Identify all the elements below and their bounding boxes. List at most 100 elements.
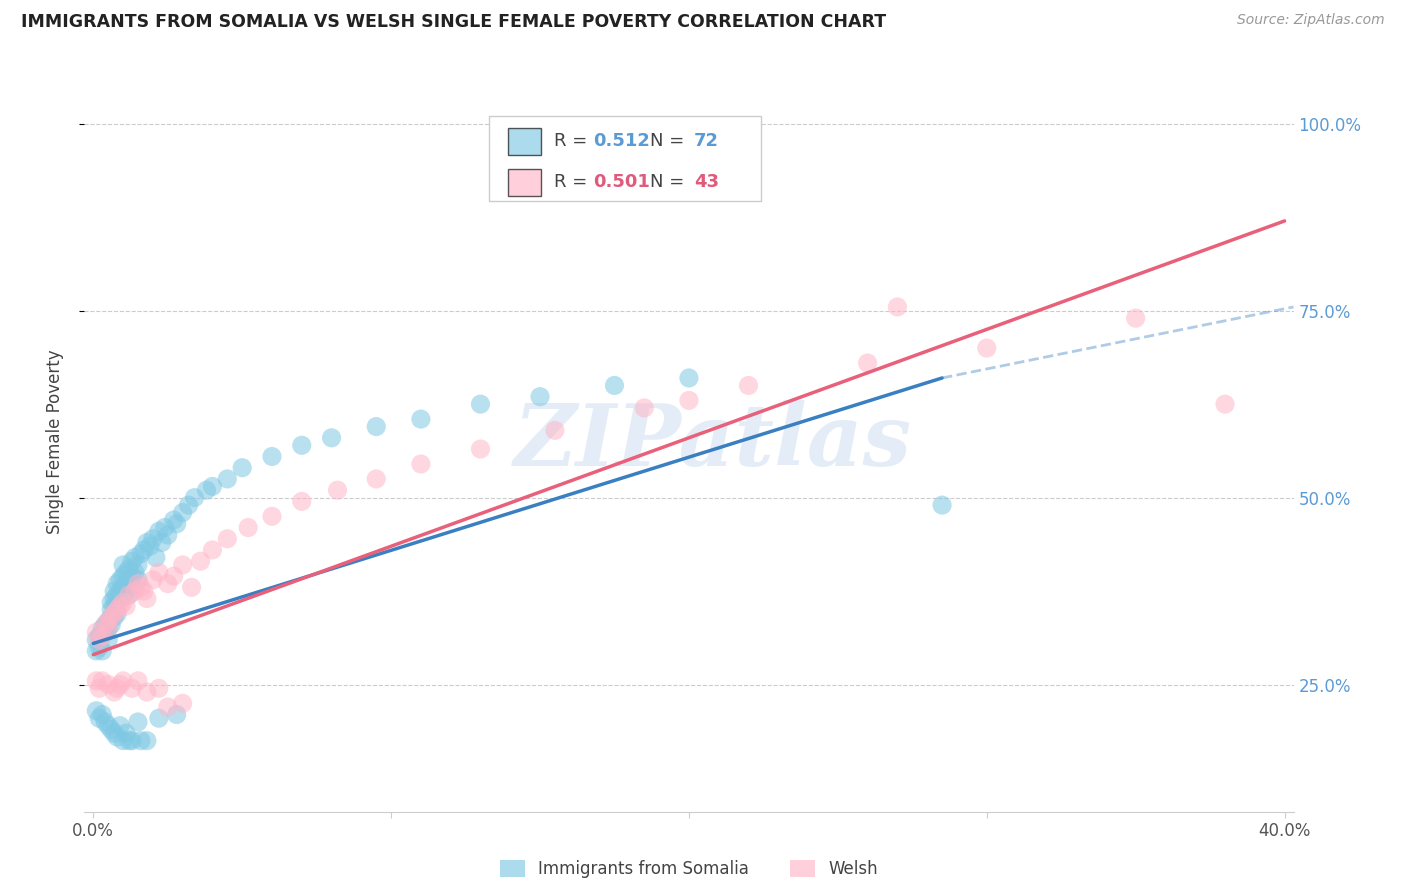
Point xyxy=(127,558,149,572)
Point xyxy=(91,622,114,636)
Point xyxy=(103,591,125,606)
Point xyxy=(89,632,111,647)
Point xyxy=(291,438,314,452)
Point xyxy=(129,547,152,561)
Point xyxy=(118,562,141,576)
Point xyxy=(100,617,122,632)
Point xyxy=(127,576,149,591)
Point xyxy=(931,498,953,512)
Point xyxy=(886,300,908,314)
Point xyxy=(112,588,135,602)
Point xyxy=(260,450,283,464)
Point xyxy=(135,535,157,549)
Point xyxy=(108,584,131,599)
Point xyxy=(321,431,343,445)
Point xyxy=(163,569,186,583)
Point xyxy=(94,714,117,729)
Point xyxy=(103,685,125,699)
Point xyxy=(84,704,107,718)
Point xyxy=(108,677,131,691)
Point xyxy=(156,576,179,591)
Text: 72: 72 xyxy=(693,132,718,151)
Point xyxy=(108,719,131,733)
Point xyxy=(115,599,138,613)
Point xyxy=(172,506,194,520)
Point xyxy=(132,584,155,599)
Point xyxy=(91,629,114,643)
Point xyxy=(97,614,120,628)
Point xyxy=(145,550,167,565)
Point xyxy=(97,622,120,636)
Point xyxy=(135,733,157,747)
Point xyxy=(89,640,111,655)
Text: ZIPatlas: ZIPatlas xyxy=(515,400,912,483)
Y-axis label: Single Female Poverty: Single Female Poverty xyxy=(45,350,63,533)
Point xyxy=(118,573,141,587)
Point xyxy=(142,532,165,546)
Point xyxy=(115,584,138,599)
Point xyxy=(100,610,122,624)
Point xyxy=(238,520,260,534)
Point xyxy=(115,566,138,580)
Point xyxy=(190,554,212,568)
Point xyxy=(326,483,349,497)
Point xyxy=(201,479,224,493)
Point xyxy=(124,584,146,599)
Point xyxy=(201,543,224,558)
Point xyxy=(108,599,131,613)
Point xyxy=(409,457,432,471)
Point xyxy=(112,673,135,688)
Point xyxy=(91,673,114,688)
Point xyxy=(183,491,205,505)
Point xyxy=(105,607,128,621)
Point xyxy=(91,629,114,643)
Point xyxy=(163,513,186,527)
Point xyxy=(409,412,432,426)
Point xyxy=(153,520,176,534)
Point xyxy=(94,617,117,632)
Point xyxy=(148,711,170,725)
Point xyxy=(231,460,253,475)
Point xyxy=(166,707,188,722)
Point xyxy=(148,566,170,580)
Point xyxy=(105,576,128,591)
Point xyxy=(97,632,120,647)
Point xyxy=(103,599,125,613)
Point xyxy=(135,591,157,606)
Text: N =: N = xyxy=(650,173,690,191)
Point xyxy=(366,419,388,434)
Point xyxy=(172,558,194,572)
Point xyxy=(603,378,626,392)
Point xyxy=(103,607,125,621)
Point xyxy=(97,677,120,691)
Point xyxy=(108,591,131,606)
Point xyxy=(142,573,165,587)
Point xyxy=(105,595,128,609)
Point xyxy=(112,580,135,594)
Point xyxy=(118,733,141,747)
Point xyxy=(260,509,283,524)
Point xyxy=(195,483,218,497)
Point xyxy=(148,524,170,539)
Point xyxy=(129,580,152,594)
Point xyxy=(100,595,122,609)
Point xyxy=(108,573,131,587)
Text: Source: ZipAtlas.com: Source: ZipAtlas.com xyxy=(1237,13,1385,28)
Point xyxy=(366,472,388,486)
Point xyxy=(115,576,138,591)
Point xyxy=(84,644,107,658)
Text: IMMIGRANTS FROM SOMALIA VS WELSH SINGLE FEMALE POVERTY CORRELATION CHART: IMMIGRANTS FROM SOMALIA VS WELSH SINGLE … xyxy=(21,13,886,31)
Text: 0.501: 0.501 xyxy=(593,173,651,191)
Point xyxy=(139,539,162,553)
Point xyxy=(121,554,143,568)
Point xyxy=(112,595,135,609)
FancyBboxPatch shape xyxy=(508,128,541,154)
Text: N =: N = xyxy=(650,132,690,151)
Point xyxy=(97,614,120,628)
Point xyxy=(1213,397,1236,411)
Point xyxy=(291,494,314,508)
Point xyxy=(103,610,125,624)
Point xyxy=(112,558,135,572)
Point xyxy=(121,569,143,583)
Point xyxy=(100,610,122,624)
